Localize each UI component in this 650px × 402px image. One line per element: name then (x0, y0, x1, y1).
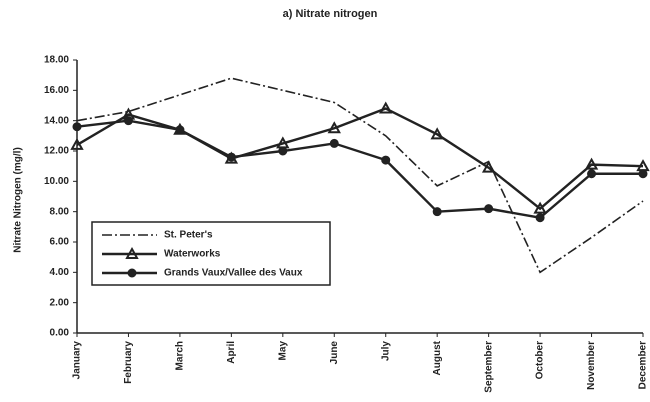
triangle-marker (481, 160, 496, 173)
y-tick-label: 2.00 (50, 297, 70, 308)
circle-marker (484, 204, 494, 214)
circle-marker (123, 116, 133, 126)
triangle-marker (430, 127, 444, 140)
chart-title: a) Nitrate nitrogen (283, 8, 378, 20)
legend-label: St. Peter's (164, 230, 213, 241)
y-axis-label: Nitrate Nitrogen (mg/l) (13, 147, 24, 253)
series-line (76, 119, 643, 220)
circle-marker (175, 125, 185, 135)
triangle-marker (70, 137, 84, 150)
y-tick-label: 12.00 (44, 146, 69, 157)
x-tick-label: July (380, 341, 391, 361)
x-tick-label: December (638, 341, 649, 389)
circle-marker (226, 152, 236, 162)
x-tick-label: April (226, 341, 237, 364)
x-tick-label: August (432, 340, 443, 375)
y-tick-label: 8.00 (50, 206, 70, 217)
circle-marker (72, 122, 82, 132)
y-tick-label: 10.00 (44, 176, 69, 187)
x-tick-label: June (329, 341, 340, 365)
y-tick-label: 14.00 (44, 115, 69, 126)
x-tick-label: February (123, 341, 134, 384)
x-tick-label: November (586, 341, 597, 390)
x-tick-label: May (277, 341, 288, 361)
legend-label: Waterworks (164, 249, 221, 260)
triangle-marker (584, 157, 599, 170)
triangle-marker (125, 246, 139, 259)
x-tick-label: October (535, 341, 546, 379)
y-tick-label: 0.00 (50, 328, 70, 339)
y-tick-label: 6.00 (50, 237, 70, 248)
triangle-marker (379, 101, 393, 114)
y-tick-label: 18.00 (44, 55, 69, 66)
triangle-marker (533, 201, 547, 214)
circle-marker (432, 207, 442, 217)
y-tick-label: 16.00 (44, 85, 69, 96)
x-tick-label: January (72, 341, 83, 380)
circle-marker (329, 138, 339, 148)
circle-marker (535, 213, 545, 223)
y-tick-label: 4.00 (50, 267, 70, 278)
legend-label: Grands Vaux/Vallee des Vaux (164, 268, 303, 279)
circle-marker (127, 268, 137, 278)
circle-marker (638, 169, 648, 179)
circle-marker (278, 146, 288, 156)
triangle-marker (327, 121, 341, 134)
x-tick-label: September (483, 341, 494, 393)
circle-marker (381, 155, 391, 165)
circle-marker (587, 169, 597, 179)
series-line (76, 107, 644, 211)
x-tick-label: March (175, 341, 186, 370)
